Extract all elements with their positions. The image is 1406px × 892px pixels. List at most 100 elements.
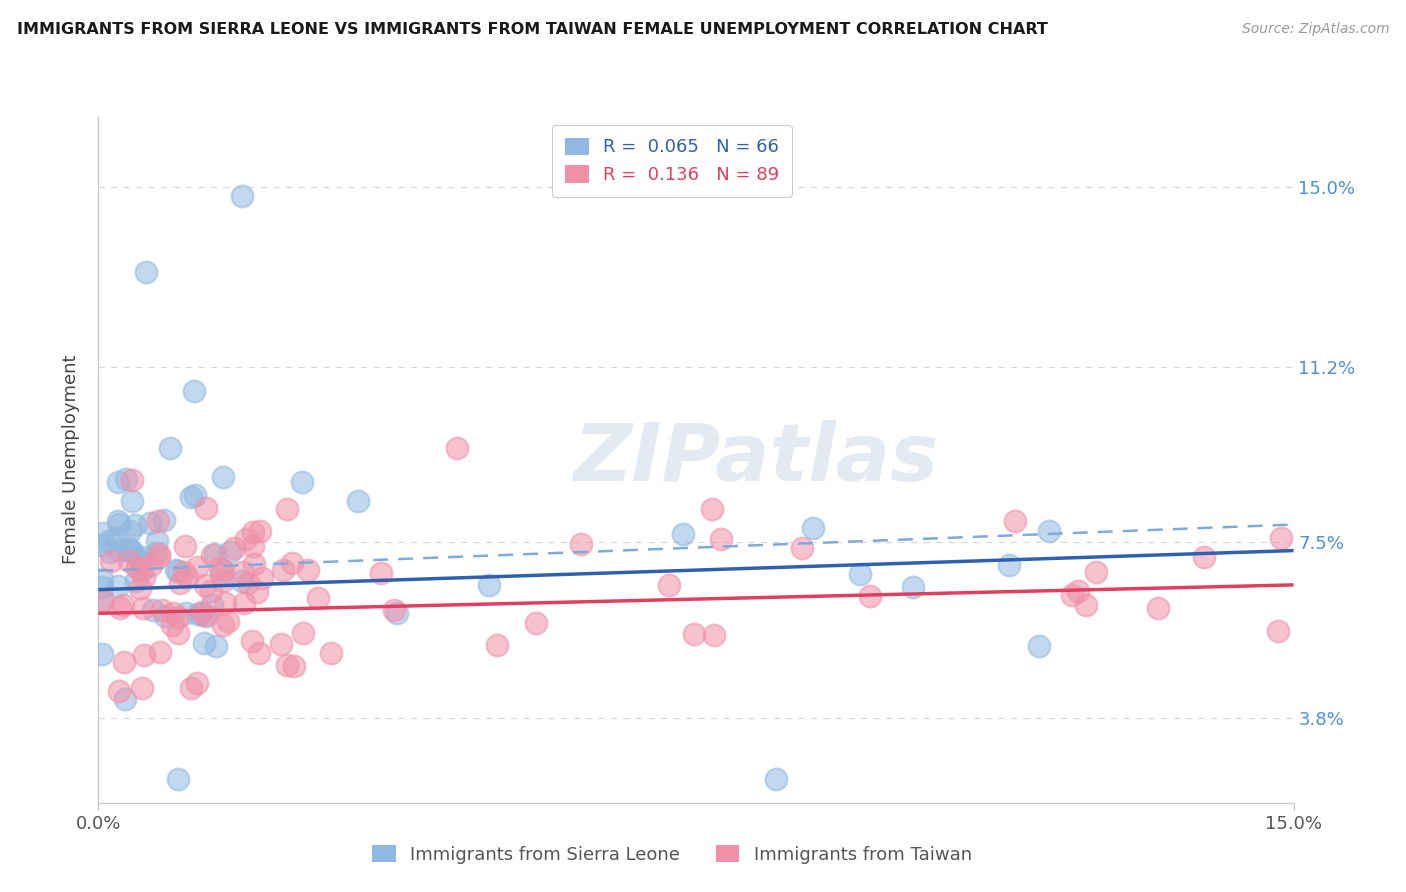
Point — [91, 538, 114, 552]
Point — [217, 614, 239, 628]
Point — [165, 563, 187, 577]
Point — [121, 546, 143, 560]
Point — [107, 578, 129, 592]
Point — [166, 609, 188, 624]
Point — [297, 563, 319, 577]
Point — [125, 561, 148, 575]
Point — [276, 657, 298, 672]
Point — [152, 513, 174, 527]
Point — [901, 580, 924, 594]
Point — [212, 470, 235, 484]
Point — [270, 637, 292, 651]
Point — [105, 531, 128, 545]
Point — [194, 607, 217, 622]
Point — [108, 600, 131, 615]
Point — [125, 574, 148, 588]
Point — [91, 572, 114, 586]
Point — [134, 570, 156, 584]
Point — [252, 571, 274, 585]
Point — [91, 593, 114, 607]
Point — [118, 541, 141, 555]
Point — [148, 547, 170, 561]
Point — [100, 554, 122, 568]
Point — [291, 475, 314, 490]
Point — [148, 549, 170, 564]
Point — [184, 488, 207, 502]
Point — [193, 636, 215, 650]
Point — [128, 562, 150, 576]
Point — [194, 578, 217, 592]
Point — [485, 638, 508, 652]
Point — [190, 606, 212, 620]
Text: Source: ZipAtlas.com: Source: ZipAtlas.com — [1241, 22, 1389, 37]
Point — [186, 560, 208, 574]
Point — [108, 684, 131, 698]
Point — [173, 539, 195, 553]
Point — [180, 490, 202, 504]
Point — [682, 627, 704, 641]
Point — [1085, 565, 1108, 579]
Point — [204, 547, 226, 561]
Point — [209, 566, 232, 581]
Text: IMMIGRANTS FROM SIERRA LEONE VS IMMIGRANTS FROM TAIWAN FEMALE UNEMPLOYMENT CORRE: IMMIGRANTS FROM SIERRA LEONE VS IMMIGRAN… — [17, 22, 1047, 37]
Point — [186, 676, 208, 690]
Point — [142, 603, 165, 617]
Point — [146, 514, 169, 528]
Point — [245, 585, 267, 599]
Point — [321, 646, 343, 660]
Point — [195, 501, 218, 516]
Point — [204, 640, 226, 654]
Point — [132, 648, 155, 662]
Point — [139, 516, 162, 531]
Point — [150, 603, 173, 617]
Point — [121, 473, 143, 487]
Point — [173, 566, 195, 580]
Point — [478, 578, 501, 592]
Point — [235, 532, 257, 546]
Point — [114, 691, 136, 706]
Point — [108, 543, 131, 558]
Point — [155, 608, 177, 623]
Point — [276, 502, 298, 516]
Point — [1028, 639, 1050, 653]
Point — [247, 646, 270, 660]
Point — [169, 576, 191, 591]
Point — [1004, 514, 1026, 528]
Point — [569, 536, 592, 550]
Point — [211, 618, 233, 632]
Point — [658, 578, 681, 592]
Point — [97, 533, 120, 548]
Point — [801, 521, 824, 535]
Point — [231, 189, 253, 203]
Point — [848, 566, 870, 581]
Point — [232, 596, 254, 610]
Point — [91, 647, 114, 661]
Point — [790, 541, 813, 556]
Point — [118, 543, 141, 558]
Point — [145, 533, 167, 548]
Point — [1267, 624, 1289, 638]
Point — [112, 655, 135, 669]
Point — [370, 566, 392, 580]
Point — [131, 549, 153, 564]
Point — [118, 554, 141, 568]
Point — [997, 558, 1019, 573]
Point — [120, 544, 142, 558]
Point — [236, 576, 259, 591]
Point — [112, 598, 135, 612]
Point — [385, 606, 408, 620]
Point — [167, 625, 190, 640]
Point — [201, 598, 224, 612]
Point — [212, 574, 235, 588]
Point — [91, 594, 114, 608]
Point — [200, 584, 222, 599]
Point — [218, 545, 240, 559]
Point — [208, 561, 231, 575]
Point — [141, 558, 163, 572]
Point — [91, 525, 114, 540]
Text: ZIPatlas: ZIPatlas — [574, 420, 938, 499]
Point — [160, 617, 183, 632]
Point — [382, 603, 405, 617]
Point — [98, 545, 121, 559]
Point — [107, 516, 129, 531]
